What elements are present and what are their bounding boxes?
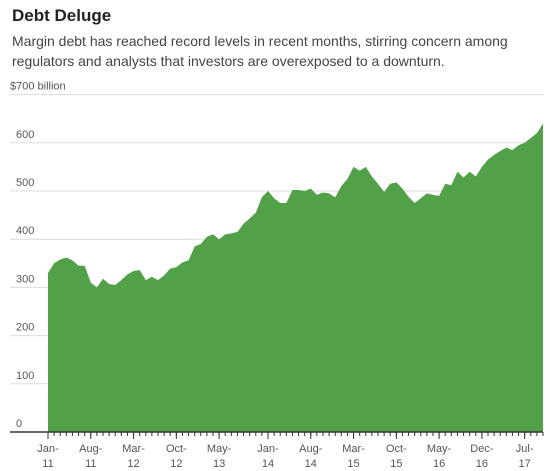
- chart-title: Debt Deluge: [12, 6, 112, 25]
- x-tick-label: 14: [262, 458, 274, 470]
- x-tick-label: Mar-: [342, 443, 365, 455]
- x-tick-label: 12: [170, 458, 182, 470]
- chart-subtitle: Margin debt has reached record levels in…: [12, 33, 508, 69]
- x-tick-label: Aug-: [79, 443, 103, 455]
- x-tick-label: 16: [476, 458, 488, 470]
- x-tick-label: Jan-: [257, 443, 279, 455]
- x-tick-label: May-: [427, 443, 452, 455]
- x-tick-label: Oct-: [386, 443, 407, 455]
- x-tick-label: Dec-: [470, 443, 494, 455]
- x-tick-label: 17: [519, 458, 531, 470]
- x-tick-label: May-: [207, 443, 232, 455]
- x-tick-label: 15: [390, 458, 402, 470]
- x-tick-label: 11: [85, 458, 96, 470]
- x-tick-label: Jul-: [516, 443, 534, 455]
- y-tick-label: 200: [16, 322, 34, 334]
- x-tick-label: 16: [433, 458, 445, 470]
- x-tick-label: 14: [305, 458, 317, 470]
- x-tick-label: Jan-: [37, 443, 59, 455]
- y-tick-label: 0: [16, 418, 22, 430]
- y-tick-label: 100: [16, 370, 34, 382]
- y-tick-label: 400: [16, 225, 34, 237]
- y-tick-label: 500: [16, 177, 34, 189]
- x-tick-label: 11: [42, 458, 53, 470]
- x-tick-label: 13: [213, 458, 225, 470]
- x-tick-label: 15: [347, 458, 359, 470]
- margin-debt-area: [48, 123, 543, 433]
- y-axis-unit-label: $700 billion: [10, 81, 66, 93]
- x-tick-label: Aug-: [299, 443, 323, 455]
- x-tick-label: Oct-: [166, 443, 187, 455]
- x-tick-label: Mar-: [122, 443, 145, 455]
- x-tick-label: 12: [127, 458, 139, 470]
- y-tick-label: 300: [16, 273, 34, 285]
- y-tick-label: 600: [16, 129, 34, 141]
